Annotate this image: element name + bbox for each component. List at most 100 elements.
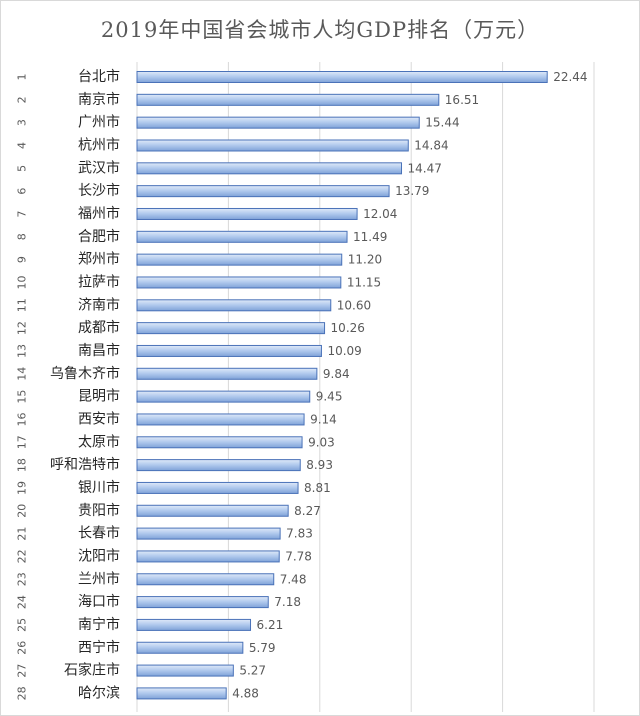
rank-label: 7 — [16, 210, 29, 217]
bar — [136, 230, 348, 243]
bar — [136, 253, 343, 266]
labels: 1 台北市 22.44 2 南京市 16.51 3 广州市 15.44 4 杭州市 14.84 5 武汉市… — [16, 68, 588, 701]
category-label: 杭州市 — [78, 136, 120, 153]
category-label: 沈阳市 — [78, 547, 120, 564]
category-label: 济南市 — [78, 296, 120, 313]
value-label: 14.47 — [408, 161, 442, 175]
rank-label: 19 — [16, 481, 29, 495]
rank-label: 5 — [16, 165, 29, 172]
rank-label: 3 — [16, 119, 29, 126]
category-label: 合肥市 — [78, 228, 120, 245]
bar — [136, 322, 326, 335]
bar — [136, 116, 420, 129]
bar — [136, 390, 311, 403]
value-label: 8.93 — [306, 458, 333, 472]
bar — [136, 413, 305, 426]
value-label: 8.81 — [304, 481, 331, 495]
bar — [136, 459, 301, 472]
rank-label: 2 — [16, 96, 29, 103]
bar — [136, 550, 280, 563]
bar — [136, 436, 303, 449]
bar — [136, 618, 252, 631]
value-label: 7.18 — [274, 595, 301, 609]
value-label: 16.51 — [445, 93, 479, 107]
chart-title: 2019年中国省会城市人均GDP排名（万元） — [100, 18, 540, 42]
bar — [136, 573, 275, 586]
category-label: 兰州市 — [78, 570, 120, 587]
value-label: 10.09 — [327, 344, 361, 358]
value-label: 9.45 — [316, 390, 343, 404]
rank-label: 18 — [16, 458, 29, 472]
category-label: 贵阳市 — [78, 502, 120, 519]
value-label: 10.60 — [337, 298, 371, 312]
category-label: 台北市 — [78, 68, 120, 85]
value-label: 9.03 — [308, 435, 335, 449]
value-label: 13.79 — [395, 184, 429, 198]
value-label: 9.14 — [310, 412, 337, 426]
rank-label: 12 — [16, 321, 29, 335]
grid-lines — [136, 62, 595, 712]
bar — [136, 641, 244, 654]
category-label: 石家庄市 — [64, 662, 120, 679]
bar — [136, 367, 318, 380]
bar — [136, 207, 358, 220]
category-label: 武汉市 — [78, 159, 120, 176]
category-label: 南京市 — [78, 91, 120, 108]
rank-label: 26 — [16, 641, 29, 655]
bar — [136, 527, 281, 540]
value-label: 12.04 — [363, 207, 397, 221]
category-label: 银川市 — [78, 479, 120, 496]
category-label: 广州市 — [78, 114, 120, 131]
category-label: 昆明市 — [78, 388, 120, 405]
category-label: 哈尔滨 — [78, 685, 120, 701]
category-label: 南宁市 — [78, 616, 120, 633]
category-label: 南昌市 — [78, 342, 120, 359]
rank-label: 22 — [16, 549, 29, 563]
rank-label: 14 — [16, 367, 29, 381]
value-label: 7.83 — [286, 527, 313, 541]
bar — [136, 139, 409, 152]
value-label: 8.27 — [294, 504, 321, 518]
value-label: 22.44 — [553, 70, 587, 84]
bar — [136, 299, 332, 312]
rank-label: 27 — [16, 664, 29, 678]
rank-label: 13 — [16, 344, 29, 358]
category-label: 西宁市 — [78, 639, 120, 656]
rank-label: 17 — [16, 435, 29, 449]
value-label: 14.84 — [414, 138, 448, 152]
category-label: 郑州市 — [78, 251, 120, 268]
value-label: 4.88 — [232, 686, 259, 700]
category-label: 太原市 — [78, 433, 120, 450]
rank-label: 24 — [16, 595, 29, 609]
category-label: 西安市 — [78, 410, 120, 427]
category-label: 成都市 — [78, 319, 120, 336]
rank-label: 1 — [16, 74, 29, 81]
bar — [136, 687, 227, 700]
bar — [136, 481, 299, 494]
rank-label: 11 — [16, 298, 29, 312]
rank-label: 8 — [16, 233, 29, 240]
bar — [136, 344, 322, 357]
bar — [136, 276, 342, 289]
category-label: 海口市 — [78, 593, 120, 610]
value-label: 10.26 — [331, 321, 365, 335]
value-label: 5.79 — [249, 641, 276, 655]
bar — [136, 162, 403, 175]
value-label: 9.84 — [323, 367, 350, 381]
category-label: 呼和浩特市 — [50, 456, 120, 473]
category-label: 长沙市 — [78, 182, 120, 199]
category-label: 长春市 — [78, 525, 120, 542]
value-label: 5.27 — [239, 664, 266, 678]
rank-label: 25 — [16, 618, 29, 632]
rank-label: 10 — [16, 275, 29, 289]
value-label: 15.44 — [425, 116, 459, 130]
bars — [136, 71, 548, 700]
bar — [136, 185, 390, 198]
rank-label: 6 — [16, 188, 29, 195]
category-label: 拉萨市 — [78, 273, 120, 290]
category-label: 乌鲁木齐市 — [50, 365, 120, 382]
bar — [136, 93, 440, 106]
rank-label: 15 — [16, 390, 29, 404]
bar — [136, 664, 234, 677]
